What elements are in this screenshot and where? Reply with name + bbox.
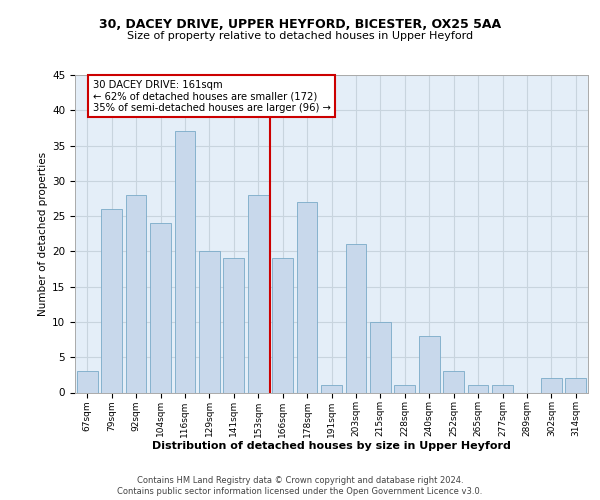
Bar [321,386,342,392]
Bar [248,195,269,392]
Text: Size of property relative to detached houses in Upper Heyford: Size of property relative to detached ho… [127,31,473,41]
Text: Contains public sector information licensed under the Open Government Licence v3: Contains public sector information licen… [118,486,482,496]
Bar [346,244,367,392]
Bar [77,372,98,392]
Bar [296,202,317,392]
Bar [272,258,293,392]
Bar [394,386,415,392]
Bar [467,386,488,392]
Text: 30 DACEY DRIVE: 161sqm
← 62% of detached houses are smaller (172)
35% of semi-de: 30 DACEY DRIVE: 161sqm ← 62% of detached… [93,80,331,113]
Bar [370,322,391,392]
Text: Distribution of detached houses by size in Upper Heyford: Distribution of detached houses by size … [152,441,511,451]
Bar [541,378,562,392]
Bar [175,132,196,392]
Bar [419,336,440,392]
Bar [492,386,513,392]
Bar [223,258,244,392]
Y-axis label: Number of detached properties: Number of detached properties [38,152,48,316]
Text: 30, DACEY DRIVE, UPPER HEYFORD, BICESTER, OX25 5AA: 30, DACEY DRIVE, UPPER HEYFORD, BICESTER… [99,18,501,30]
Text: Contains HM Land Registry data © Crown copyright and database right 2024.: Contains HM Land Registry data © Crown c… [137,476,463,485]
Bar [443,372,464,392]
Bar [101,209,122,392]
Bar [199,252,220,392]
Bar [125,195,146,392]
Bar [565,378,586,392]
Bar [150,223,171,392]
